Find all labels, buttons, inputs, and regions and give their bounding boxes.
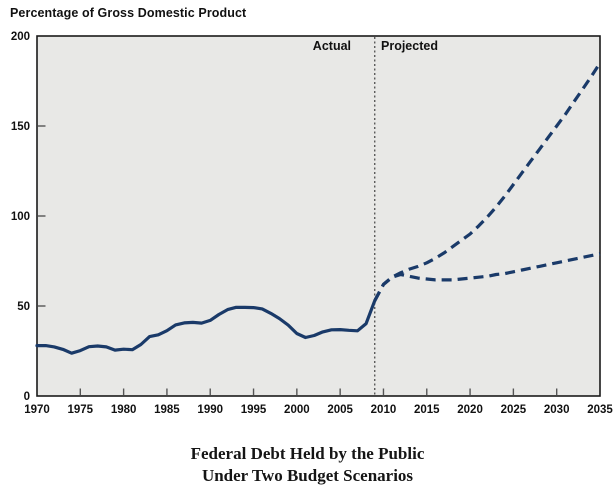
x-tick-label: 1995	[241, 404, 267, 416]
x-tick-label: 2015	[414, 404, 440, 416]
projected-zone-label: Projected	[381, 39, 438, 53]
x-tick-label: 1975	[68, 404, 94, 416]
series-line-2	[373, 252, 601, 302]
y-tick-label: 50	[17, 301, 30, 313]
y-tick-label: 200	[11, 31, 30, 43]
x-tick-label: 2005	[327, 404, 353, 416]
y-tick-label: 150	[11, 121, 30, 133]
chart-title-line2: Under Two Budget Scenarios	[201, 465, 414, 485]
x-tick-label: 1970	[24, 404, 50, 416]
series-line-0	[35, 299, 377, 355]
x-tick-label: 2010	[371, 404, 397, 416]
chart-title: Federal Debt Held by the Public Under Tw…	[0, 443, 615, 486]
y-tick-label: 100	[11, 211, 30, 223]
x-tick-label: 2030	[544, 404, 570, 416]
x-tick-label: 2035	[587, 404, 613, 416]
plot-area	[36, 35, 601, 397]
x-tick-label: 2000	[284, 404, 310, 416]
debt-chart: 1970 1975 1980 1985 1990 1995 2000 2005 2010 2015…	[11, 31, 614, 416]
x-tick-label: 2025	[501, 404, 527, 416]
chart-title-line1: Federal Debt Held by the Public	[190, 444, 425, 463]
x-tick-label: 2020	[457, 404, 483, 416]
x-tick-label: 1990	[197, 404, 223, 416]
actual-zone-label: Actual	[312, 39, 351, 53]
x-tick-label: 1985	[154, 404, 180, 416]
x-tick-label: 1980	[111, 404, 137, 416]
y-tick-label: 0	[24, 391, 30, 403]
series-line-1	[373, 62, 602, 302]
y-axis-unit-label: Percentage of Gross Domestic Product	[10, 6, 247, 20]
